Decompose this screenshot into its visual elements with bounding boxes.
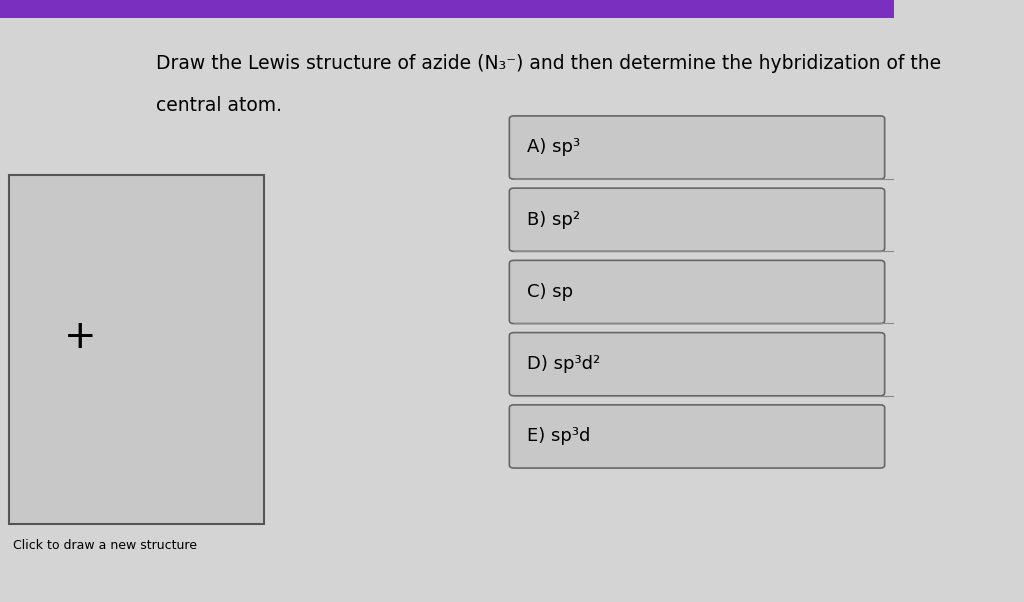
FancyBboxPatch shape <box>509 188 885 252</box>
Text: A) sp³: A) sp³ <box>527 138 581 157</box>
Text: central atom.: central atom. <box>157 96 283 116</box>
FancyBboxPatch shape <box>509 405 885 468</box>
Text: Click to draw a new structure: Click to draw a new structure <box>13 539 198 552</box>
FancyBboxPatch shape <box>509 332 885 396</box>
Text: B) sp²: B) sp² <box>527 211 581 229</box>
FancyBboxPatch shape <box>509 260 885 324</box>
Text: Draw the Lewis structure of azide (N₃⁻) and then determine the hybridization of : Draw the Lewis structure of azide (N₃⁻) … <box>157 54 941 73</box>
Text: +: + <box>65 318 96 356</box>
Text: D) sp³d²: D) sp³d² <box>527 355 600 373</box>
Text: C) sp: C) sp <box>527 283 573 301</box>
Text: E) sp³d: E) sp³d <box>527 427 591 445</box>
FancyBboxPatch shape <box>0 0 894 18</box>
FancyBboxPatch shape <box>9 175 263 524</box>
FancyBboxPatch shape <box>509 116 885 179</box>
